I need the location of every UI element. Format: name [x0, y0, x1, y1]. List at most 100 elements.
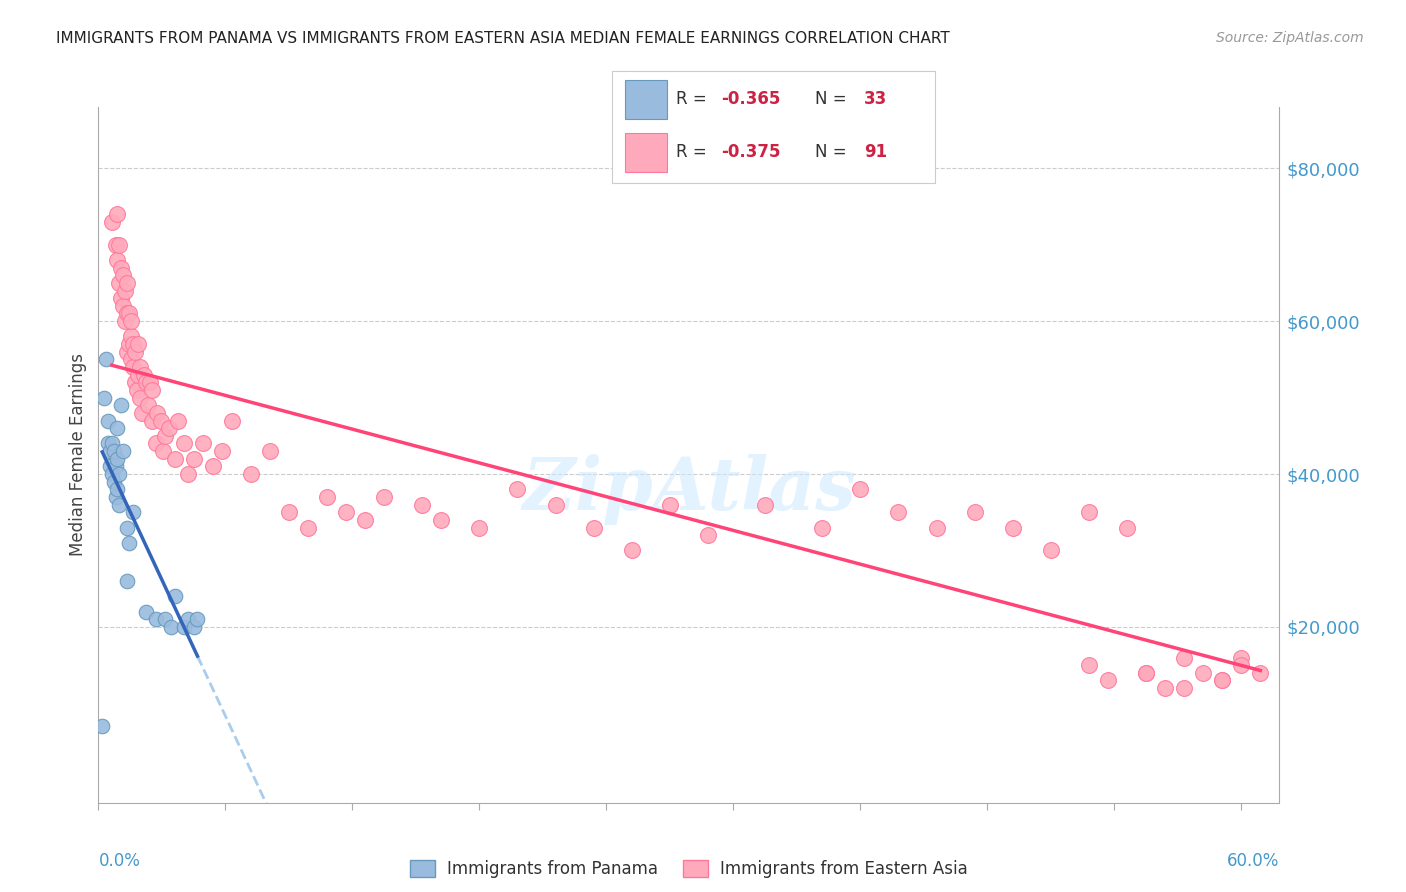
Point: [1078, 505, 1101, 519]
Point: [754, 498, 776, 512]
Text: R =: R =: [676, 90, 713, 108]
Point: [107, 421, 129, 435]
Point: [468, 520, 491, 534]
Text: N =: N =: [815, 90, 852, 108]
Point: [1154, 681, 1177, 695]
Point: [118, 536, 141, 550]
Point: [110, 260, 132, 275]
Text: ZipAtlas: ZipAtlas: [522, 454, 856, 525]
Point: [1001, 520, 1024, 534]
Point: [173, 620, 195, 634]
Point: [1211, 673, 1233, 688]
Point: [121, 505, 143, 519]
Point: [887, 505, 910, 519]
Point: [141, 383, 163, 397]
Point: [153, 429, 176, 443]
Point: [163, 590, 186, 604]
Point: [1078, 658, 1101, 673]
Point: [129, 359, 152, 374]
Point: [107, 252, 129, 267]
Point: [239, 467, 262, 481]
Point: [1211, 673, 1233, 688]
Point: [849, 483, 872, 497]
Point: [107, 451, 129, 466]
Point: [1135, 665, 1157, 680]
Point: [658, 498, 681, 512]
Point: [1192, 665, 1215, 680]
Point: [124, 376, 146, 390]
Point: [1173, 650, 1195, 665]
Point: [139, 376, 162, 390]
Point: [124, 344, 146, 359]
Point: [103, 444, 125, 458]
Point: [115, 520, 138, 534]
Point: [104, 237, 127, 252]
Text: R =: R =: [676, 143, 713, 161]
Point: [110, 291, 132, 305]
Point: [98, 459, 121, 474]
Point: [1039, 543, 1062, 558]
Point: [1249, 665, 1271, 680]
Point: [167, 413, 190, 427]
Point: [544, 498, 567, 512]
Point: [135, 605, 157, 619]
Point: [141, 413, 163, 427]
Point: [114, 314, 136, 328]
Point: [620, 543, 643, 558]
Point: [963, 505, 986, 519]
Point: [177, 612, 200, 626]
Text: 0.0%: 0.0%: [98, 852, 141, 870]
Text: IMMIGRANTS FROM PANAMA VS IMMIGRANTS FROM EASTERN ASIA MEDIAN FEMALE EARNINGS CO: IMMIGRANTS FROM PANAMA VS IMMIGRANTS FRO…: [56, 31, 950, 46]
Point: [1173, 681, 1195, 695]
Point: [115, 574, 138, 588]
Point: [373, 490, 395, 504]
Point: [221, 413, 243, 427]
Point: [110, 398, 132, 412]
Point: [108, 467, 131, 481]
Point: [107, 483, 129, 497]
Point: [118, 306, 141, 320]
Point: [104, 459, 127, 474]
Bar: [624, 133, 666, 171]
Point: [152, 444, 174, 458]
Point: [97, 436, 120, 450]
Point: [112, 299, 135, 313]
Point: [120, 329, 142, 343]
Point: [107, 207, 129, 221]
Point: [135, 376, 157, 390]
Point: [125, 383, 148, 397]
Text: 33: 33: [863, 90, 887, 108]
Point: [150, 413, 173, 427]
Point: [121, 337, 143, 351]
Text: 91: 91: [863, 143, 887, 161]
Point: [115, 276, 138, 290]
Point: [112, 444, 135, 458]
Point: [201, 459, 224, 474]
Point: [297, 520, 319, 534]
Point: [112, 268, 135, 283]
Point: [1230, 650, 1253, 665]
Point: [335, 505, 357, 519]
Point: [100, 215, 122, 229]
Point: [183, 451, 205, 466]
Point: [177, 467, 200, 481]
Point: [136, 398, 159, 412]
Point: [108, 276, 131, 290]
Point: [98, 444, 121, 458]
Point: [157, 421, 180, 435]
Point: [115, 306, 138, 320]
Point: [120, 352, 142, 367]
Point: [108, 237, 131, 252]
Point: [159, 620, 181, 634]
Point: [131, 406, 153, 420]
Y-axis label: Median Female Earnings: Median Female Earnings: [69, 353, 87, 557]
Point: [411, 498, 433, 512]
Legend: Immigrants from Panama, Immigrants from Eastern Asia: Immigrants from Panama, Immigrants from …: [404, 854, 974, 885]
Point: [582, 520, 605, 534]
Point: [1135, 665, 1157, 680]
Point: [506, 483, 529, 497]
Point: [103, 475, 125, 489]
Point: [153, 612, 176, 626]
Point: [145, 436, 167, 450]
Point: [104, 490, 127, 504]
